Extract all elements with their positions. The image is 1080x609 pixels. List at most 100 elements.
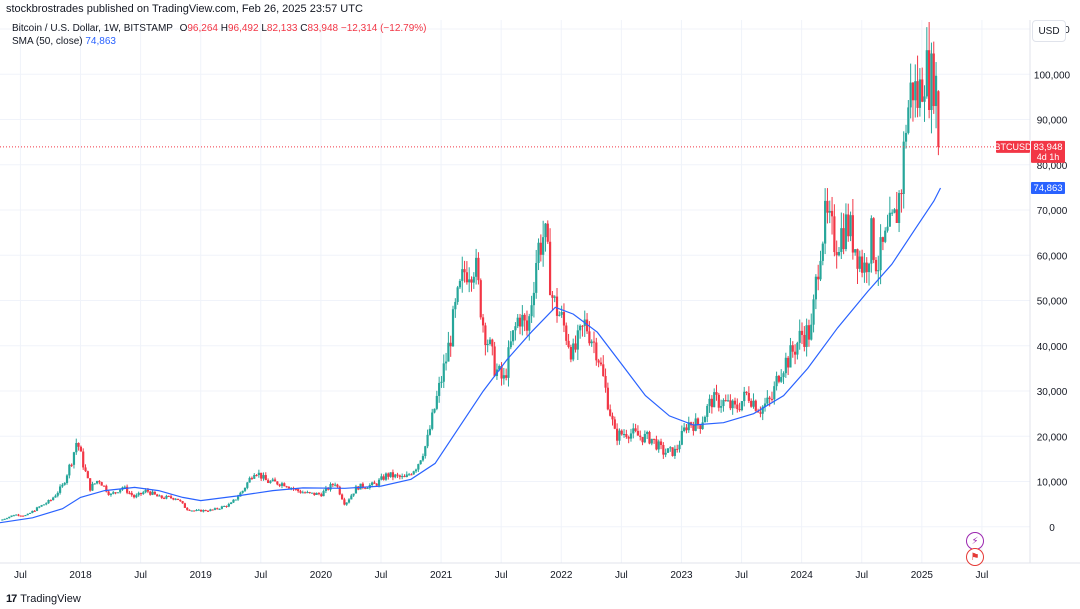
candle-body	[824, 200, 827, 244]
sma-row[interactable]: SMA (50, close) 74,863	[12, 35, 427, 48]
candle-body	[3, 518, 6, 520]
candle-body	[622, 434, 626, 436]
candle-body	[336, 484, 339, 487]
candle-body	[819, 260, 822, 280]
currency-button[interactable]: USD	[1032, 20, 1066, 42]
candle-body	[19, 515, 22, 517]
candle-body	[897, 193, 901, 223]
candle-body	[262, 475, 265, 479]
candle-body	[722, 400, 725, 407]
candle-body	[38, 506, 41, 508]
candle-body	[567, 340, 570, 347]
candle-body	[151, 491, 154, 495]
candle-body	[726, 400, 730, 402]
candle-body	[119, 489, 122, 493]
candle-body	[283, 483, 286, 487]
candle-body	[830, 210, 834, 217]
candle-body	[56, 492, 59, 496]
candle-body	[438, 382, 441, 396]
candle-body	[891, 212, 894, 214]
candle-body	[738, 409, 741, 411]
candle-body	[181, 501, 184, 504]
candle-body	[112, 492, 115, 494]
candle-body	[613, 419, 616, 429]
candles	[1, 22, 940, 521]
candle-body	[745, 391, 748, 394]
candle-body	[620, 430, 623, 435]
candle-body	[197, 509, 200, 511]
candle-body	[671, 447, 674, 456]
candle-body	[921, 79, 924, 102]
candle-body	[407, 474, 411, 476]
candle-body	[444, 361, 448, 364]
candle-body	[780, 377, 783, 382]
candle-body	[204, 510, 207, 512]
candle-body	[736, 404, 739, 410]
candle-body	[775, 375, 778, 387]
candle-body	[539, 242, 542, 255]
candle-body	[599, 362, 603, 365]
candle-body	[710, 398, 713, 408]
symbol-label[interactable]: Bitcoin / U.S. Dollar, 1W, BITSTAMP	[12, 23, 173, 34]
tradingview-footer[interactable]: 17 TradingView	[6, 591, 81, 607]
candle-body	[241, 490, 244, 493]
close-label: C	[300, 23, 308, 34]
candle-body	[35, 507, 39, 511]
candle-body	[128, 492, 131, 494]
candle-body	[763, 403, 767, 407]
candle-body	[491, 339, 494, 347]
candle-body	[560, 312, 563, 315]
candle-body	[461, 269, 464, 281]
candle-body	[273, 479, 277, 482]
candle-body	[269, 481, 272, 483]
candle-body	[696, 418, 700, 426]
candle-body	[431, 412, 434, 429]
candle-body	[116, 492, 119, 494]
candle-body	[544, 223, 547, 238]
candle-body	[89, 478, 92, 491]
candle-body	[310, 492, 314, 494]
candle-body	[800, 330, 804, 335]
us-flag-icon[interactable]: ⚑	[966, 548, 984, 566]
candle-body	[914, 81, 917, 101]
candle-body	[107, 491, 110, 495]
candle-body	[602, 364, 605, 376]
candle-body	[417, 464, 420, 470]
candle-body	[195, 510, 198, 512]
candle-body	[93, 483, 96, 485]
candle-body	[465, 272, 468, 283]
candle-body	[102, 485, 106, 487]
candle-body	[733, 400, 737, 405]
candle-body	[909, 82, 912, 108]
x-tick-label: 2023	[670, 570, 693, 581]
x-tick-label: 2021	[430, 570, 453, 581]
x-tick-label: Jul	[615, 570, 628, 581]
candle-body	[870, 218, 873, 264]
candle-body	[403, 476, 406, 478]
candle-body	[183, 503, 187, 508]
candle-body	[911, 82, 915, 101]
candle-body	[153, 491, 156, 495]
candle-body	[380, 476, 383, 480]
candle-body	[872, 218, 875, 260]
candle-body	[193, 510, 196, 512]
x-tick-label: 2022	[550, 570, 573, 581]
candle-body	[278, 484, 281, 486]
candle-body	[169, 496, 173, 499]
candle-body	[576, 330, 579, 350]
candle-body	[156, 494, 159, 497]
candle-body	[382, 476, 385, 480]
candle-body	[761, 406, 764, 414]
price-tag-value: 83,948	[1033, 142, 1062, 153]
candle-body	[371, 482, 374, 485]
candle-body	[137, 492, 140, 496]
candle-body	[142, 492, 145, 495]
candle-body	[308, 492, 311, 494]
candle-body	[58, 486, 62, 493]
candle-body	[347, 499, 351, 503]
candle-body	[569, 346, 572, 360]
candle-body	[770, 398, 774, 400]
candle-body	[532, 292, 536, 306]
candle-body	[500, 366, 503, 379]
